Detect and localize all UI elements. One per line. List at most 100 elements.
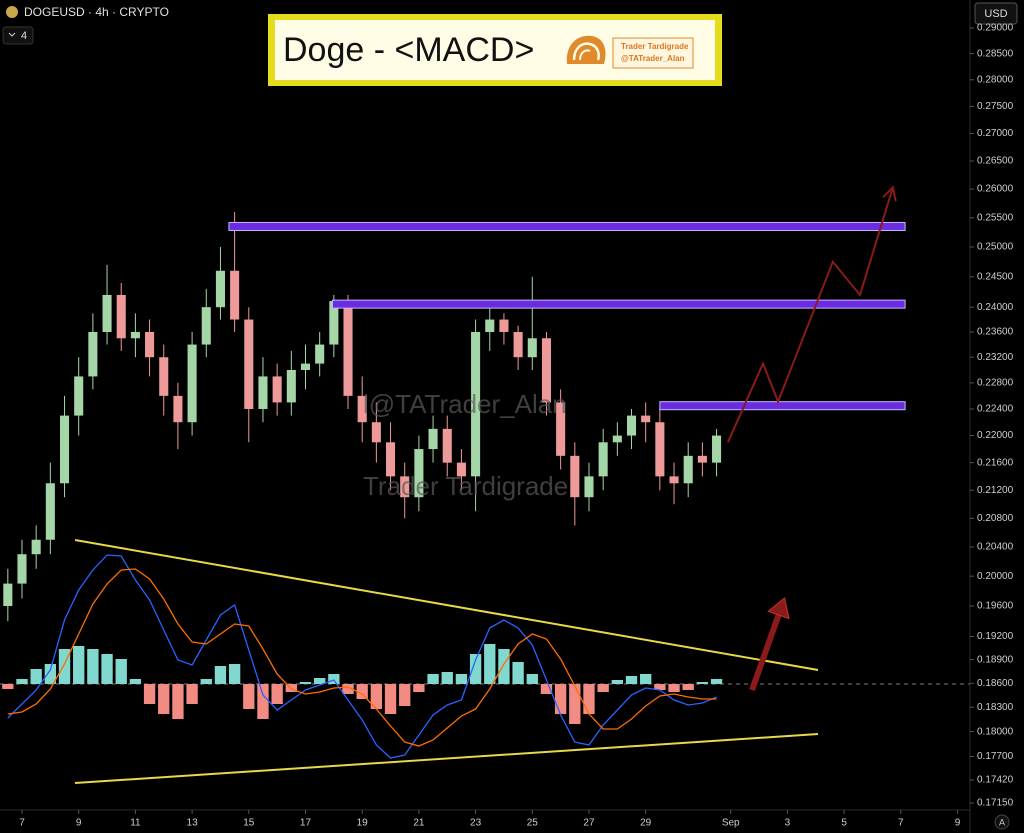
indicator-toggle[interactable] bbox=[2, 26, 34, 45]
macd-histogram-bar bbox=[484, 644, 496, 684]
projection-arrowhead bbox=[882, 185, 897, 202]
macd-histogram-bar bbox=[413, 684, 425, 692]
candle-body bbox=[626, 415, 637, 436]
candle-body bbox=[145, 331, 155, 358]
y-tick-label: 0.24500 bbox=[977, 271, 1014, 282]
y-tick-label: 0.19600 bbox=[977, 601, 1014, 612]
candle-body bbox=[315, 344, 325, 364]
candle-body bbox=[116, 294, 126, 339]
candle-body bbox=[329, 301, 339, 345]
x-tick-label: 5 bbox=[841, 818, 847, 829]
candle-body bbox=[386, 442, 396, 477]
macd-histogram-bar bbox=[640, 674, 652, 684]
candle-body bbox=[59, 415, 70, 484]
candle-body bbox=[244, 319, 254, 409]
x-tick-label: 27 bbox=[583, 818, 595, 829]
macd-histogram-bar bbox=[710, 679, 723, 684]
x-tick-label: 9 bbox=[76, 818, 82, 829]
x-tick-label: 29 bbox=[640, 818, 652, 829]
x-tick-label: 7 bbox=[19, 818, 25, 829]
candle-body bbox=[428, 428, 438, 450]
candle-body bbox=[456, 462, 466, 477]
candle-body bbox=[88, 331, 98, 377]
macd-histogram-bar bbox=[44, 664, 57, 684]
candle-body bbox=[442, 428, 452, 463]
macd-histogram-bar bbox=[228, 664, 241, 684]
macd-histogram-bar bbox=[356, 684, 368, 699]
x-tick-label: 25 bbox=[527, 818, 539, 829]
macd-line bbox=[7, 554, 717, 759]
candle-body bbox=[499, 319, 509, 332]
macd-histogram-bar bbox=[299, 682, 312, 684]
symbol-icon bbox=[6, 6, 18, 18]
y-tick-label: 0.18900 bbox=[977, 654, 1014, 665]
y-tick-label: 0.25000 bbox=[977, 242, 1014, 253]
candle-body bbox=[641, 415, 651, 423]
watermark-handle: l@TATrader_Alan bbox=[363, 389, 567, 419]
macd-histogram-bar bbox=[87, 649, 99, 684]
candle-body bbox=[541, 338, 551, 403]
macd-histogram-bar bbox=[158, 684, 170, 714]
y-tick-label: 0.24000 bbox=[977, 302, 1014, 313]
candle-body bbox=[485, 319, 495, 332]
resistance-level bbox=[659, 401, 906, 411]
macd-histogram-bar bbox=[285, 684, 297, 692]
macd-histogram-bar bbox=[526, 674, 538, 684]
macd-histogram-bar bbox=[101, 654, 113, 684]
candle-body bbox=[712, 435, 722, 463]
macd-histogram-bar bbox=[696, 682, 709, 684]
candle-body bbox=[215, 270, 225, 308]
candle-body bbox=[584, 476, 594, 498]
macd-histogram-bar bbox=[257, 684, 269, 719]
candle-body bbox=[570, 455, 580, 498]
chevron bbox=[8, 32, 16, 37]
macd-histogram-bar bbox=[441, 672, 453, 684]
x-tick-label: 9 bbox=[955, 818, 961, 829]
currency-button[interactable] bbox=[974, 2, 1018, 25]
macd-histogram-bar bbox=[583, 684, 595, 714]
x-tick-label: 19 bbox=[357, 818, 369, 829]
y-tick-label: 0.17150 bbox=[977, 798, 1014, 809]
brand-handle: @TATrader_Alan bbox=[621, 54, 685, 63]
macd-histogram-bar bbox=[342, 684, 354, 694]
candle-body bbox=[3, 583, 13, 606]
candle-body bbox=[697, 455, 707, 463]
macd-histogram-bar bbox=[554, 684, 567, 714]
candle-body bbox=[655, 422, 665, 477]
currency-label: USD bbox=[984, 8, 1007, 20]
candle-body bbox=[45, 483, 55, 540]
candle-body bbox=[400, 476, 410, 498]
macd-line bbox=[7, 568, 717, 747]
candle-body bbox=[102, 294, 112, 332]
candle-body bbox=[17, 554, 27, 584]
y-tick-label: 0.20400 bbox=[977, 542, 1014, 553]
macd-histogram-bar bbox=[569, 684, 581, 724]
candle-body bbox=[527, 338, 537, 358]
x-tick-label: 13 bbox=[187, 818, 199, 829]
macd-histogram-bar bbox=[427, 674, 439, 684]
macd-histogram-bar bbox=[611, 680, 624, 684]
auto-scale-button[interactable] bbox=[994, 814, 1010, 830]
candle-body bbox=[343, 301, 353, 396]
macd-histogram-bar bbox=[455, 674, 468, 684]
candle-body bbox=[414, 449, 424, 498]
brand-logo bbox=[566, 35, 606, 64]
candle-body bbox=[471, 331, 481, 477]
y-tick-label: 0.18300 bbox=[977, 702, 1014, 713]
candle-body bbox=[31, 539, 41, 555]
candle-body bbox=[612, 435, 622, 443]
y-tick-label: 0.17700 bbox=[977, 751, 1014, 762]
macd-histogram-bar bbox=[498, 649, 510, 684]
y-tick-label: 0.23200 bbox=[977, 352, 1014, 363]
y-tick-label: 0.19200 bbox=[977, 631, 1014, 642]
candle-body bbox=[371, 422, 381, 443]
y-tick-label: 0.28000 bbox=[977, 74, 1014, 85]
candle-body bbox=[286, 369, 296, 403]
candle-body bbox=[513, 331, 523, 358]
y-tick-label: 0.21600 bbox=[977, 457, 1014, 468]
macd-histogram-bar bbox=[384, 684, 397, 714]
y-tick-label: 0.17420 bbox=[977, 775, 1014, 786]
x-tick-label: 17 bbox=[300, 818, 312, 829]
